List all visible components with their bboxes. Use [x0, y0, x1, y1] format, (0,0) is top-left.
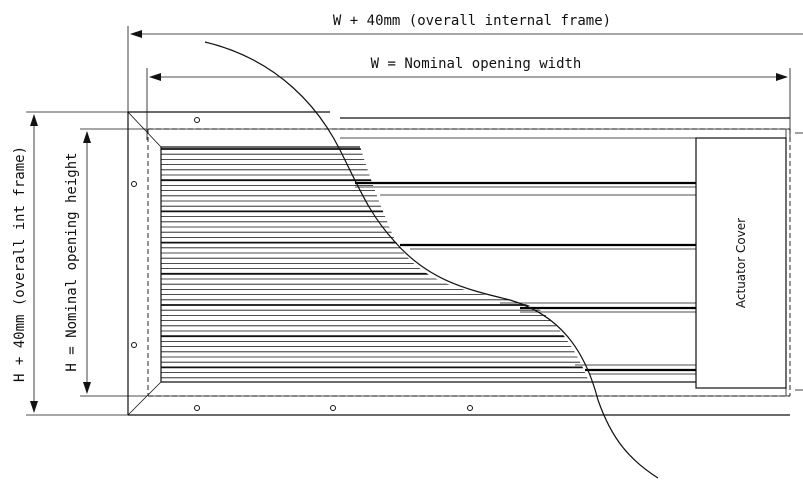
hidden-lines	[147, 128, 803, 397]
nominal-height-dimension: H = Nominal opening height	[64, 128, 147, 397]
fixing-hole	[194, 405, 200, 411]
actuator-cover: Actuator Cover	[695, 137, 787, 389]
nominal-height-label: H = Nominal opening height	[64, 152, 80, 371]
overall-height-dimension: H + 40mm (overall int frame)	[12, 111, 330, 416]
nominal-width-label: W = Nominal opening width	[371, 56, 582, 72]
fixing-hole	[131, 342, 137, 348]
fixing-hole	[330, 405, 336, 411]
fixing-hole	[467, 405, 473, 411]
blades-section	[340, 137, 696, 383]
nominal-width-dimension: W = Nominal opening width	[146, 56, 791, 140]
fixing-hole	[131, 181, 137, 187]
overall-width-label: W + 40mm (overall internal frame)	[333, 13, 611, 29]
overall-height-label: H + 40mm (overall int frame)	[12, 146, 28, 382]
fixing-holes	[131, 117, 473, 411]
fixing-hole	[194, 117, 200, 123]
outer-frame	[127, 111, 790, 416]
cutaway-curve	[204, 41, 659, 479]
actuator-cover-label: Actuator Cover	[734, 218, 748, 308]
